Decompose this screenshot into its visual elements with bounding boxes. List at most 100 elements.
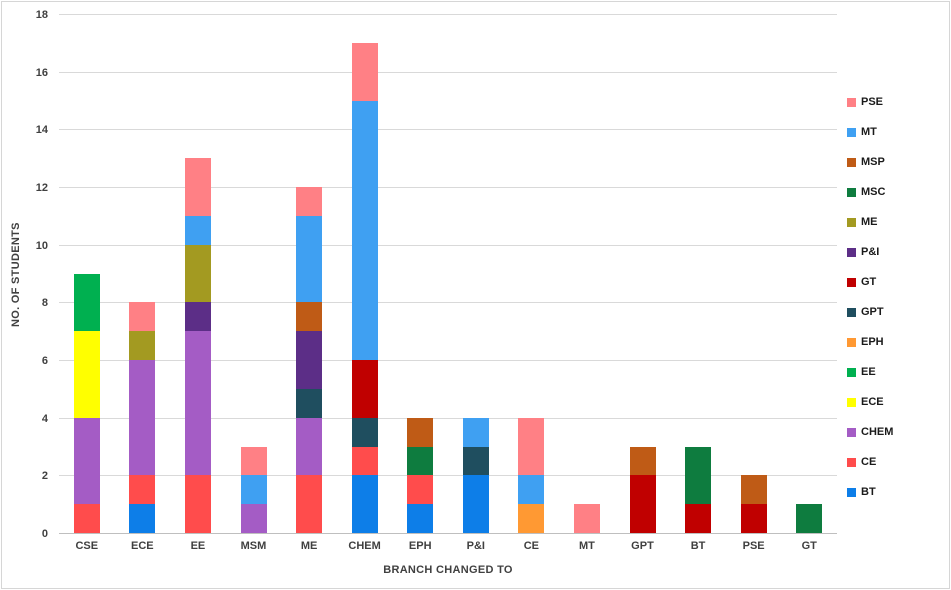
legend-swatch [847, 157, 856, 167]
bar-segment-MSP [296, 302, 323, 332]
x-axis-title: BRANCH CHANGED TO [383, 564, 513, 576]
bar-segment-GPT [462, 446, 489, 476]
bar-segment-MSC [407, 446, 434, 476]
legend-label: EE [861, 366, 876, 378]
y-tick-label: 14 [35, 124, 48, 137]
x-axis-line [59, 533, 837, 534]
bar-segment-MSC [796, 504, 823, 533]
legend-item-ME: ME [847, 216, 893, 228]
bar-segment-GT [629, 475, 656, 533]
stacked-bar-MT [573, 504, 600, 533]
stacked-bar-EE [184, 158, 211, 533]
legend-swatch [847, 397, 856, 407]
legend-item-MSC: MSC [847, 186, 893, 198]
bar-segment-GPT [351, 417, 378, 447]
bar-segment-MT [184, 215, 211, 245]
legend-item-GPT: GPT [847, 306, 893, 318]
stacked-bar-CHEM [351, 42, 378, 533]
bar-segment-CHEM [240, 504, 267, 533]
gridline [59, 302, 837, 304]
stacked-bar-CSE [73, 273, 100, 533]
legend-item-CE: CE [847, 456, 893, 468]
x-tick-label-EE: EE [190, 540, 206, 552]
bar-segment-EE [73, 273, 100, 332]
legend-label: CHEM [861, 426, 894, 438]
legend-item-GT: GT [847, 276, 893, 288]
gridline [59, 187, 837, 188]
bar-segment-PSE [573, 504, 600, 533]
bar-segment-CHEM [184, 331, 211, 476]
legend-label: PSE [861, 96, 884, 108]
gridline [59, 360, 837, 361]
y-axis-tick-labels: 0 2 4 6 8 10 12 14 16 18 [2, 9, 52, 540]
legend-swatch [847, 217, 856, 227]
gridline [59, 244, 837, 246]
plot-area [59, 14, 837, 534]
bar-segment-GT [351, 360, 378, 418]
x-tick-label-CHEM: CHEM [348, 540, 381, 552]
bar-segment-ME [129, 331, 156, 361]
legend-label: ME [861, 216, 878, 228]
bar-segment-MSP [629, 446, 656, 476]
x-tick-label-GPT: GPT [631, 540, 654, 552]
bar-segment-MT [462, 417, 489, 447]
y-tick-label: 6 [41, 355, 48, 367]
gridline [59, 129, 837, 131]
legend-item-EPH: EPH [847, 336, 893, 348]
x-tick-label-MSM: MSM [240, 540, 267, 552]
legend-label: EPH [861, 336, 884, 348]
x-tick-label-EPH: EPH [408, 540, 432, 552]
bar-segment-PSE [518, 417, 545, 476]
x-axis-tick-labels: CSE ECE EE MSM ME CHEM EPH P&I CE MT GPT BT PSE GT [59, 540, 837, 554]
bar-segment-GT [685, 504, 712, 533]
stacked-bar-P&I [462, 417, 489, 533]
legend-item-CHEM: CHEM [847, 426, 893, 438]
y-tick-label: 16 [35, 66, 48, 79]
x-tick-label-BT: BT [690, 540, 706, 552]
bar-segment-CE [351, 446, 378, 476]
legend-label: GT [861, 276, 877, 288]
stacked-bar-ME [296, 187, 323, 533]
bar-segment-MT [296, 215, 323, 303]
legend-label: BT [861, 486, 876, 498]
x-tick-label-MT: MT [578, 540, 595, 552]
stacked-bar-BT [685, 446, 712, 533]
legend-swatch [847, 277, 856, 287]
stacked-bar-GPT [629, 446, 656, 533]
bar-segment-CE [73, 504, 100, 533]
x-tick-label-P&I: P&I [466, 540, 485, 552]
bar-segment-MSP [407, 417, 434, 447]
y-tick-label: 10 [35, 239, 48, 252]
x-tick-label-ECE: ECE [131, 540, 154, 552]
legend-swatch [847, 337, 856, 347]
bar-segment-CE [129, 475, 156, 505]
bar-segment-BT [129, 504, 156, 533]
bar-segment-GT [740, 504, 767, 533]
bar-segment-MT [518, 475, 545, 505]
legend-swatch [847, 127, 856, 137]
legend-item-MT: MT [847, 126, 893, 138]
bar-segment-BT [462, 475, 489, 533]
stacked-bar-EPH [407, 417, 434, 533]
bar-segment-MT [240, 475, 267, 505]
stacked-bar-PSE [740, 475, 767, 533]
legend-swatch [847, 97, 856, 107]
bar-segment-PSE [184, 158, 211, 216]
bar-segment-PSE [296, 187, 323, 216]
stacked-bar-GT [796, 504, 823, 533]
y-tick-label: 8 [41, 297, 48, 310]
x-tick-label-ME: ME [300, 540, 318, 552]
bar-segment-ECE [73, 331, 100, 418]
stacked-bar-ECE [129, 302, 156, 533]
bar-segment-MSP [740, 475, 767, 505]
bar-segment-CE [407, 475, 434, 505]
legend-item-P&I: P&I [847, 246, 893, 258]
gridline [59, 14, 837, 15]
bar-segment-MT [351, 100, 378, 361]
stacked-bar-MSM [240, 446, 267, 533]
bar-segment-MSC [685, 446, 712, 505]
legend-item-ECE: ECE [847, 396, 893, 408]
bar-segment-CE [184, 475, 211, 533]
legend-item-PSE: PSE [847, 96, 893, 108]
legend-swatch [847, 487, 856, 497]
